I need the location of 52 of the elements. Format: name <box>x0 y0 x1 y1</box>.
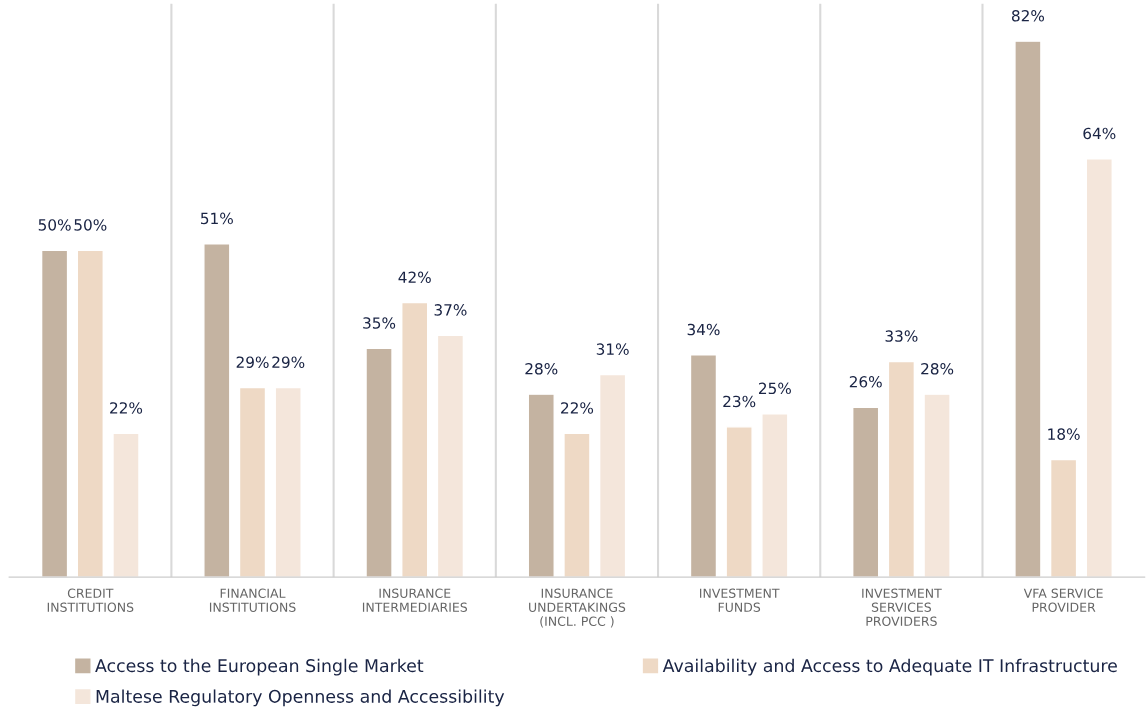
data-label: 82% <box>1011 9 1045 22</box>
data-label: 37% <box>434 304 467 316</box>
legend-label: Availability and Access to Adequate IT Infrastructure <box>662 658 1117 676</box>
x-tick-label: INVESTMENT FUNDS <box>700 588 780 612</box>
data-label: 22% <box>561 402 594 414</box>
x-tick-label: INSURANCE UNDERTAKINGS (INCL. PCC ) <box>529 588 626 628</box>
data-label: 22% <box>110 402 143 414</box>
bar <box>76 249 104 578</box>
data-label: 64% <box>1083 127 1116 140</box>
data-label: 51% <box>201 212 233 225</box>
bar <box>436 334 465 578</box>
bar <box>112 432 140 578</box>
x-tick-label: FINANCIAL INSTITUTIONS <box>209 588 296 612</box>
data-label: 50% <box>38 219 71 231</box>
data-label: 23% <box>723 395 756 408</box>
bar <box>852 406 880 578</box>
legend-label: Access to the European Single Market <box>95 658 424 676</box>
bar <box>1049 458 1078 578</box>
bar <box>923 393 951 578</box>
data-label: 29% <box>236 356 269 368</box>
bar <box>725 426 753 578</box>
bar <box>598 373 627 578</box>
bar <box>689 354 718 578</box>
bar <box>238 386 267 578</box>
x-tick-label: INSURANCE INTERMEDIARIES <box>362 588 468 612</box>
bar <box>527 393 555 578</box>
bar <box>1085 158 1113 578</box>
data-label: 29% <box>272 356 305 368</box>
bar <box>887 360 916 578</box>
bar <box>563 432 591 578</box>
data-label: 33% <box>885 330 918 342</box>
data-label: 35% <box>363 317 396 329</box>
x-tick-label: CREDIT INSTITUTIONS <box>47 588 134 612</box>
data-label: 26% <box>849 376 882 388</box>
data-label: 31% <box>596 343 629 355</box>
data-label: 25% <box>758 382 791 395</box>
bar <box>365 347 393 578</box>
bar <box>274 386 302 578</box>
bar <box>761 413 789 578</box>
bar <box>401 301 429 578</box>
legend-label: Maltese Regulatory Openness and Accessibility <box>96 689 505 707</box>
bar <box>1014 40 1042 578</box>
x-tick-label: INVESTMENT SERVICES PROVIDERS <box>862 588 942 626</box>
bar <box>203 243 231 578</box>
bar <box>40 249 69 578</box>
data-label: 34% <box>687 323 720 336</box>
data-label: 28% <box>921 362 954 375</box>
data-label: 18% <box>1048 428 1080 440</box>
data-label: 42% <box>398 271 431 283</box>
x-tick-label: VFA SERVICE PROVIDER <box>1023 588 1103 612</box>
data-label: 50% <box>74 219 107 231</box>
data-label: 28% <box>525 362 558 375</box>
